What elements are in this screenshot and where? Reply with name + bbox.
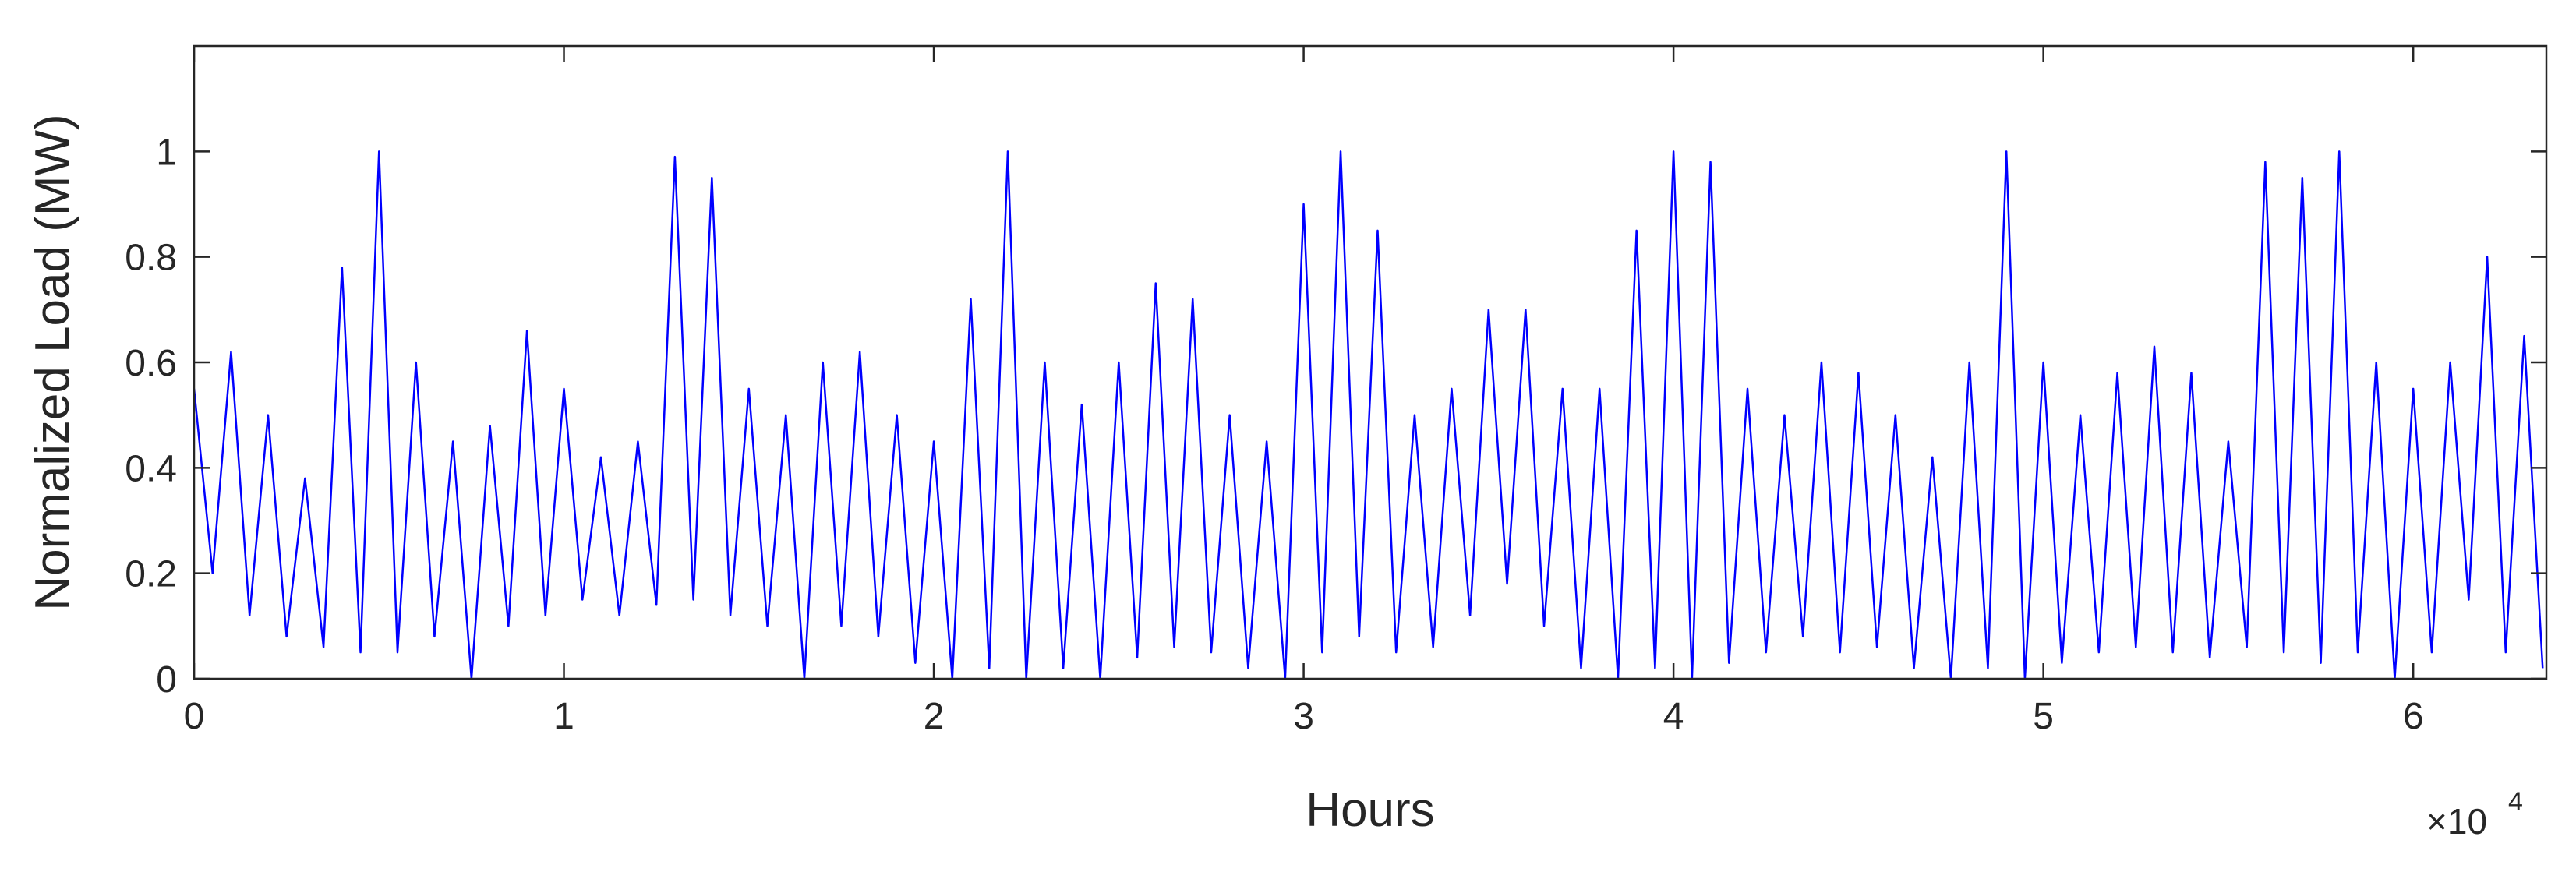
x-axis-label: Hours — [1306, 783, 1434, 837]
x-multiplier: ×10 — [2426, 801, 2487, 842]
x-multiplier-exponent: 4 — [2508, 787, 2523, 817]
x-tick-label: 2 — [924, 696, 945, 737]
y-tick-label: 0.4 — [125, 448, 177, 489]
y-axis-label: Normalized Load (MW) — [26, 114, 80, 610]
x-tick-label: 0 — [184, 696, 205, 737]
x-tick-label: 5 — [2033, 696, 2054, 737]
x-tick-label: 4 — [1663, 696, 1684, 737]
y-tick-label: 0.2 — [125, 554, 177, 595]
x-tick-label: 1 — [553, 696, 574, 737]
y-tick-label: 0.8 — [125, 238, 177, 279]
x-tick-label: 6 — [2403, 696, 2424, 737]
y-tick-label: 0.6 — [125, 343, 177, 384]
y-tick-label: 1 — [156, 132, 177, 173]
y-tick-label: 0 — [156, 659, 177, 701]
data-line — [193, 150, 2544, 680]
axes-box — [193, 44, 2548, 680]
x-tick-label: 3 — [1293, 696, 1314, 737]
